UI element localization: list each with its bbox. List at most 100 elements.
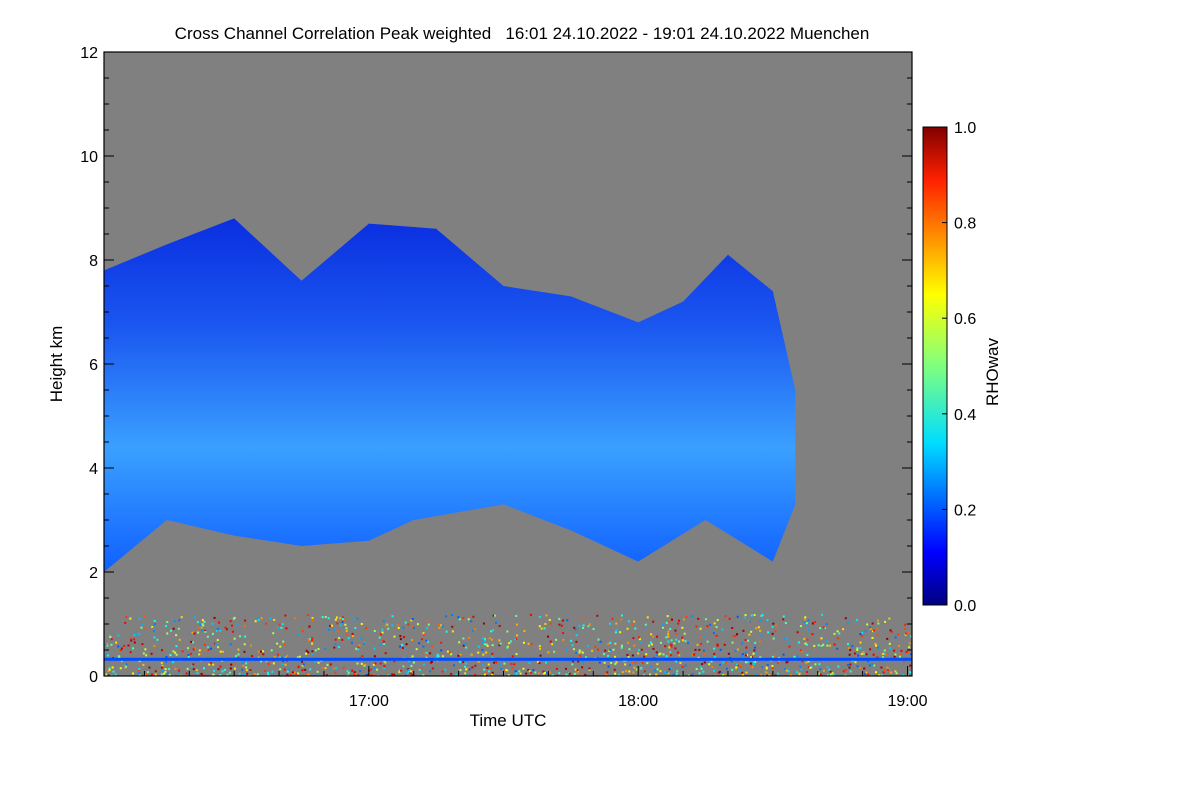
noise-pixel (776, 661, 779, 664)
noise-pixel (868, 664, 871, 667)
noise-pixel (200, 629, 203, 632)
noise-pixel (412, 626, 415, 629)
noise-pixel (480, 642, 483, 645)
noise-pixel (656, 635, 659, 638)
noise-pixel (836, 637, 839, 640)
noise-pixel (667, 672, 670, 675)
noise-pixel (174, 667, 177, 670)
noise-pixel (372, 663, 375, 666)
noise-pixel (197, 631, 200, 634)
noise-pixel (743, 667, 746, 670)
noise-pixel (426, 640, 429, 643)
noise-pixel (384, 624, 387, 627)
noise-pixel (764, 674, 767, 676)
noise-pixel (670, 667, 673, 670)
noise-pixel (542, 670, 545, 673)
noise-pixel (863, 667, 866, 670)
noise-pixel (129, 617, 132, 620)
noise-pixel (764, 671, 767, 674)
noise-pixel (652, 647, 655, 650)
noise-pixel (668, 652, 671, 655)
noise-pixel (482, 664, 485, 667)
noise-pixel (440, 641, 443, 644)
noise-pixel (730, 660, 733, 663)
noise-pixel (400, 669, 403, 672)
noise-pixel (515, 623, 518, 626)
noise-pixel (838, 632, 841, 635)
noise-pixel (857, 654, 860, 657)
noise-pixel (237, 648, 240, 651)
noise-pixel (683, 632, 686, 635)
noise-pixel (282, 640, 285, 643)
noise-pixel (133, 641, 136, 644)
noise-pixel (766, 619, 769, 622)
noise-pixel (207, 646, 210, 649)
noise-pixel (245, 669, 248, 672)
noise-pixel (237, 656, 240, 659)
noise-pixel (646, 662, 649, 665)
noise-pixel (429, 670, 432, 673)
noise-pixel (411, 617, 414, 620)
noise-pixel (659, 670, 662, 673)
noise-pixel (177, 627, 180, 630)
noise-pixel (516, 674, 519, 676)
noise-pixel (699, 627, 702, 630)
noise-pixel (225, 628, 228, 631)
noise-pixel (753, 614, 756, 617)
noise-pixel (203, 667, 206, 670)
noise-pixel (410, 619, 413, 622)
noise-pixel (759, 629, 762, 632)
noise-pixel (237, 653, 240, 656)
noise-pixel (685, 615, 688, 618)
noise-pixel (597, 638, 600, 641)
noise-pixel (786, 660, 789, 663)
y-tick-label: 10 (80, 149, 98, 166)
noise-pixel (190, 640, 193, 643)
noise-pixel (374, 662, 377, 665)
noise-pixel (401, 647, 404, 650)
noise-pixel (696, 674, 699, 676)
noise-pixel (459, 660, 462, 663)
noise-pixel (477, 645, 480, 648)
noise-pixel (799, 649, 802, 652)
noise-pixel (664, 645, 667, 648)
noise-pixel (341, 616, 344, 619)
noise-pixel (886, 666, 889, 669)
noise-pixel (138, 660, 141, 663)
noise-pixel (273, 655, 276, 658)
noise-pixel (615, 628, 618, 631)
noise-pixel (203, 620, 206, 623)
noise-pixel (160, 649, 163, 652)
noise-pixel (716, 619, 719, 622)
noise-pixel (538, 645, 541, 648)
noise-pixel (735, 666, 738, 669)
noise-pixel (614, 655, 617, 658)
x-tick-label: 17:00 (349, 693, 389, 710)
noise-pixel (266, 671, 269, 674)
noise-pixel (602, 653, 605, 656)
noise-pixel (465, 674, 468, 676)
noise-pixel (483, 643, 486, 646)
noise-pixel (861, 631, 864, 634)
noise-pixel (384, 652, 387, 655)
noise-pixel (910, 653, 912, 656)
noise-pixel (201, 619, 204, 622)
noise-pixel (667, 640, 670, 643)
noise-pixel (675, 638, 678, 641)
noise-pixel (448, 651, 451, 654)
noise-pixel (142, 652, 145, 655)
noise-pixel (665, 636, 668, 639)
noise-pixel (545, 672, 548, 675)
noise-pixel (818, 663, 821, 666)
noise-pixel (882, 671, 885, 674)
noise-pixel (359, 670, 362, 673)
noise-pixel (525, 672, 528, 675)
noise-pixel (633, 666, 636, 669)
noise-pixel (674, 629, 677, 632)
noise-pixel (486, 644, 489, 647)
noise-pixel (620, 614, 623, 617)
noise-pixel (904, 627, 907, 630)
noise-pixel (430, 660, 433, 663)
noise-pixel (180, 616, 183, 619)
